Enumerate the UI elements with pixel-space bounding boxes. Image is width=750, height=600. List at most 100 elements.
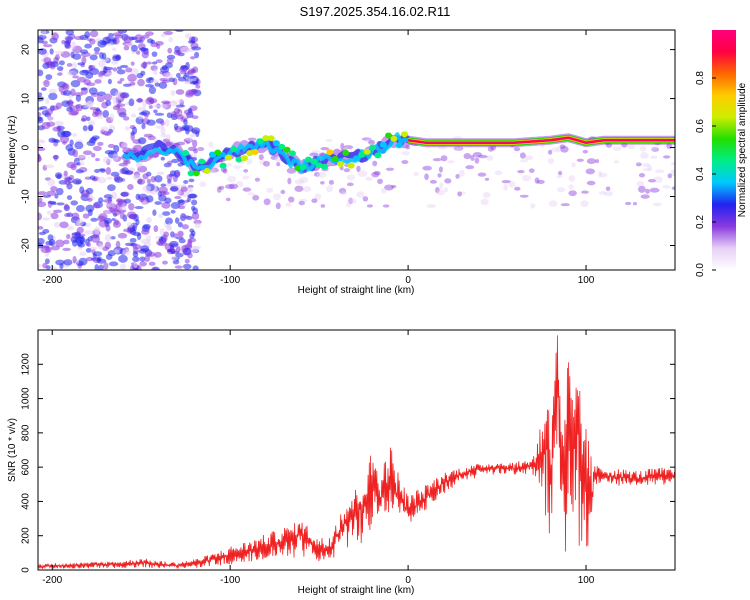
speckle xyxy=(41,87,47,91)
speckle xyxy=(178,238,186,244)
speckle xyxy=(142,223,151,230)
speckle xyxy=(599,172,608,178)
speckle xyxy=(328,179,335,185)
speckle xyxy=(83,230,94,235)
speckle xyxy=(380,187,387,194)
speckle xyxy=(311,198,318,204)
speckle xyxy=(189,228,195,233)
speckle xyxy=(294,179,305,185)
speckle xyxy=(164,72,173,79)
speckle xyxy=(384,184,394,191)
speckle xyxy=(64,213,71,218)
speckle xyxy=(67,99,74,108)
speckle xyxy=(175,171,181,177)
speckle xyxy=(110,96,116,101)
speckle xyxy=(66,161,77,169)
speckle xyxy=(106,203,114,208)
speckle xyxy=(72,133,78,137)
speckle xyxy=(371,171,380,178)
speckle xyxy=(141,123,146,130)
speckle xyxy=(477,154,488,159)
speckle xyxy=(343,168,351,173)
speckle xyxy=(187,146,197,152)
speckle xyxy=(173,233,178,239)
speckle xyxy=(667,173,673,179)
speckle xyxy=(401,151,410,156)
speckle xyxy=(127,184,134,191)
speckle xyxy=(127,73,137,82)
speckle xyxy=(115,240,121,249)
colorbar: 0.0 0.2 0.4 0.6 0.8 Normalized spectral ampl… xyxy=(695,30,748,277)
spectrogram-xtick-label: -200 xyxy=(42,275,62,286)
speckle xyxy=(135,218,140,226)
speckle xyxy=(477,172,487,177)
snr-xtick-label: -200 xyxy=(42,575,62,586)
speckle xyxy=(120,93,129,98)
colorbar-tick-label: 0.0 xyxy=(695,263,706,277)
speckle xyxy=(117,30,128,34)
speckle xyxy=(266,187,274,193)
speckle xyxy=(42,217,51,221)
speckle xyxy=(175,114,184,120)
speckle xyxy=(177,222,183,228)
speckle xyxy=(56,125,62,132)
speckle xyxy=(76,162,81,166)
ridge-blob xyxy=(358,151,366,158)
speckle xyxy=(662,185,671,189)
speckle xyxy=(71,212,80,221)
speckle xyxy=(162,211,171,216)
speckle xyxy=(276,162,281,167)
spectrogram-frame xyxy=(37,29,676,271)
speckle xyxy=(114,176,123,183)
speckle xyxy=(638,172,646,178)
speckle xyxy=(116,209,127,213)
speckle xyxy=(43,79,50,88)
speckle xyxy=(651,147,659,152)
speckle xyxy=(50,245,60,251)
speckle xyxy=(175,246,181,253)
speckle xyxy=(132,250,139,258)
speckle xyxy=(636,180,645,188)
speckle xyxy=(74,141,84,150)
ridge-blob xyxy=(363,148,371,155)
speckle xyxy=(174,195,182,200)
speckle xyxy=(104,149,115,155)
speckle xyxy=(154,201,162,205)
speckle xyxy=(38,139,43,144)
speckle xyxy=(45,108,53,115)
speckle xyxy=(166,173,173,181)
speckle xyxy=(123,228,132,233)
speckle xyxy=(119,211,125,220)
speckle xyxy=(160,104,168,109)
speckle xyxy=(166,112,173,119)
speckle xyxy=(216,186,222,193)
speckle xyxy=(184,72,190,77)
snr-ytick-label: 200 xyxy=(21,527,32,544)
speckle xyxy=(102,199,112,203)
speckle xyxy=(173,123,179,131)
speckle xyxy=(494,170,503,176)
speckle xyxy=(160,183,167,187)
speckle xyxy=(55,259,65,266)
speckle xyxy=(47,178,56,187)
speckle xyxy=(97,40,107,48)
speckle xyxy=(44,258,50,265)
speckle xyxy=(514,186,521,191)
speckle xyxy=(484,177,490,181)
speckle xyxy=(113,98,119,106)
speckle xyxy=(338,187,347,194)
speckle xyxy=(624,201,632,206)
speckle xyxy=(439,182,444,190)
speckle xyxy=(148,261,156,266)
colorbar-ticks: 0.0 0.2 0.4 0.6 0.8 xyxy=(695,71,716,277)
speckle xyxy=(556,175,563,179)
speckle xyxy=(107,143,116,149)
speckle xyxy=(124,126,130,131)
speckle xyxy=(140,62,148,69)
speckle xyxy=(148,86,157,95)
speckle xyxy=(97,243,104,250)
speckle xyxy=(180,65,187,69)
speckle xyxy=(119,263,127,270)
speckle xyxy=(557,187,566,193)
speckle xyxy=(120,64,129,69)
